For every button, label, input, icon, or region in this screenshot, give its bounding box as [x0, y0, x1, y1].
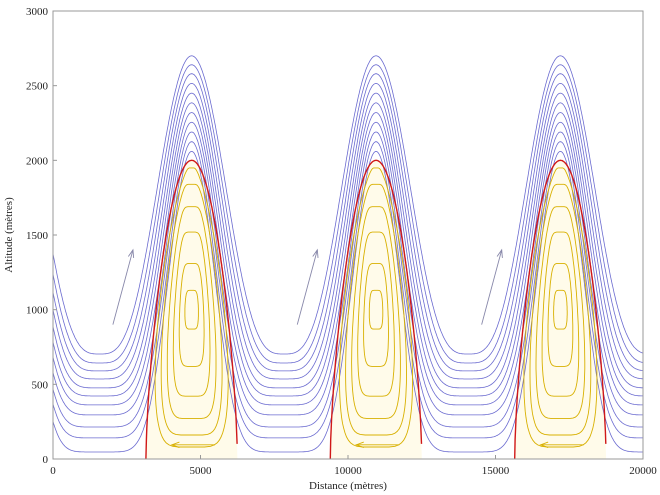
x-tick-label: 10000 — [334, 465, 362, 477]
rotor-loop — [178, 262, 205, 367]
flow-arrow — [296, 248, 319, 325]
y-axis-label: Altitude (mètres) — [3, 197, 15, 273]
y-tick-label: 2000 — [26, 155, 49, 167]
rotor-loop — [154, 167, 229, 448]
rotor-arrow — [354, 441, 400, 448]
rotor-loop — [547, 262, 574, 367]
rotor-loop — [541, 231, 580, 397]
rotor-loop — [160, 183, 223, 436]
y-tick-label: 2500 — [26, 81, 49, 93]
y-tick-label: 0 — [43, 454, 49, 466]
rotor-fill — [145, 160, 238, 459]
streamline — [53, 92, 643, 389]
flow-arrow — [481, 248, 503, 325]
streamline — [53, 102, 643, 397]
rotor-arrow — [170, 441, 215, 448]
x-axis-label: Distance (mètres) — [309, 480, 387, 492]
streamline — [53, 55, 643, 355]
rotor-loop — [345, 183, 407, 436]
rotor-loop — [184, 289, 199, 330]
rotor-fill — [514, 160, 607, 459]
x-tick-label: 5000 — [190, 465, 213, 477]
separatrix — [514, 159, 607, 459]
y-tick-label: 3000 — [26, 6, 49, 18]
streamline — [53, 64, 643, 364]
y-tick-label: 500 — [32, 379, 49, 391]
x-tick-label: 20000 — [629, 465, 657, 477]
rotor-loop — [166, 206, 217, 420]
separatrix — [329, 159, 423, 459]
rotor-arrow — [539, 441, 584, 448]
flow-arrow — [112, 248, 135, 325]
rotor-fill — [330, 160, 422, 459]
x-tick-label: 15000 — [482, 465, 510, 477]
streamline — [53, 73, 643, 372]
x-tick-label: 0 — [50, 465, 56, 477]
rotor-loop — [339, 167, 413, 448]
rotor-loop — [523, 167, 598, 448]
rotor-loop — [368, 289, 384, 330]
streamline — [53, 82, 643, 380]
rotor-loop — [351, 206, 401, 420]
rotor-loop — [363, 262, 389, 367]
separatrix — [145, 159, 238, 459]
y-tick-label: 1500 — [26, 230, 49, 242]
rotor-loop — [357, 231, 395, 397]
y-tick-label: 1000 — [26, 305, 49, 317]
rotor-loop — [529, 183, 592, 436]
rotor-loop — [553, 289, 568, 330]
rotor-loop — [172, 231, 211, 397]
rotor-loop — [535, 206, 586, 420]
plot-area — [53, 55, 643, 459]
axes: 0 5000 10000 15000 20000 0 500 1000 1500 2000 2500… — [26, 6, 657, 477]
streamline — [53, 121, 643, 416]
